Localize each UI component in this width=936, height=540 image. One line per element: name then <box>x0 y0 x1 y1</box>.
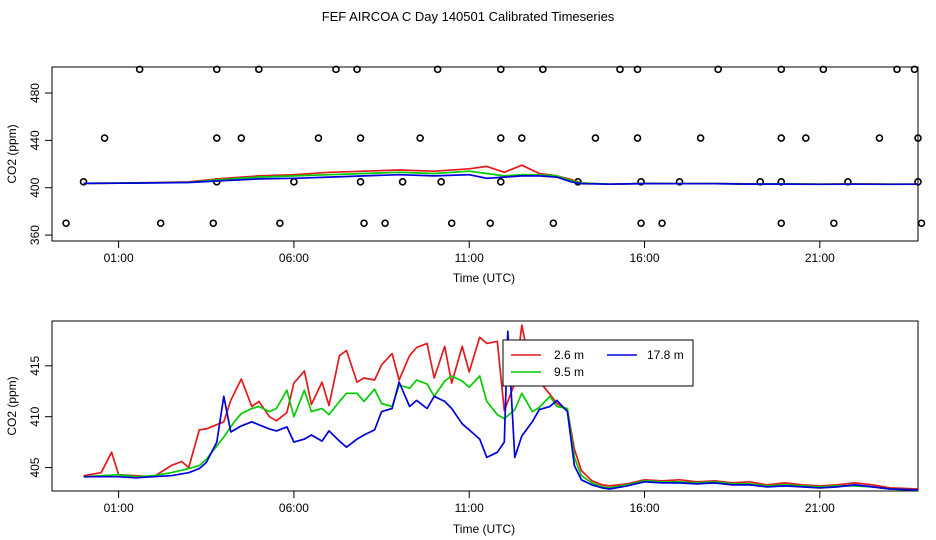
bottom-y-tick-label: 405 <box>28 457 42 477</box>
top-marker-point <box>696 134 705 142</box>
top-y-tick-label: 440 <box>28 130 42 150</box>
bottom-series-lines <box>83 324 919 491</box>
top-marker-point <box>917 219 926 228</box>
bottom-x-axis: 01:00 06:00 11:00 16:00 21:00 <box>104 490 835 515</box>
top-x-axis: 01:00 06:00 11:00 16:00 21:00 <box>104 240 835 265</box>
top-marker-point <box>777 219 786 228</box>
top-series-lines <box>83 164 919 186</box>
top-marker-point <box>416 134 424 142</box>
top-marker-point <box>777 134 786 142</box>
top-x-tick-label: 16:00 <box>630 251 660 265</box>
bottom-plot-frame <box>51 320 919 492</box>
top-y-tick-label: 400 <box>28 177 42 197</box>
top-marker-point <box>637 219 645 228</box>
top-plot-frame <box>51 66 919 242</box>
top-marker-point <box>518 134 526 142</box>
legend: 2.6 m 17.8 m 9.5 m <box>502 339 694 387</box>
bottom-x-tick-label: 16:00 <box>630 501 660 515</box>
bottom-y-label: CO2 (ppm) <box>5 376 19 435</box>
top-marker-point <box>398 178 407 186</box>
top-marker-point <box>353 65 361 74</box>
top-marker-point <box>914 134 922 142</box>
top-marker-point <box>616 65 624 74</box>
chart-title: FEF AIRCOA C Day 140501 Calibrated Times… <box>322 9 615 24</box>
top-marker-point <box>658 219 666 228</box>
top-marker-point <box>332 65 340 74</box>
top-marker-point <box>356 178 365 186</box>
bottom-y-tick-label: 415 <box>28 355 42 375</box>
top-x-label: Time (UTC) <box>453 271 515 285</box>
top-marker-point <box>381 219 389 228</box>
top-y-tick-label: 360 <box>28 225 42 245</box>
top-marker-point <box>79 178 88 186</box>
top-marker-point <box>62 219 70 228</box>
bottom-x-tick-label: 11:00 <box>455 501 484 515</box>
top-x-tick-label: 21:00 <box>805 251 835 265</box>
top-marker-point <box>290 178 298 186</box>
top-markers <box>62 65 926 228</box>
bottom-y-axis: 405 410 415 <box>28 355 53 478</box>
top-marker-point <box>830 219 838 228</box>
bottom-series-line-2-6m <box>83 324 919 490</box>
bottom-x-label: Time (UTC) <box>453 522 515 536</box>
top-marker-point <box>437 178 445 186</box>
top-marker-point <box>212 134 221 142</box>
top-marker-point <box>496 134 505 142</box>
bottom-x-tick-label: 01:00 <box>104 501 134 515</box>
top-x-tick-label: 06:00 <box>279 251 309 265</box>
top-marker-point <box>637 178 645 186</box>
top-y-tick-label: 480 <box>28 83 42 103</box>
top-marker-point <box>276 219 284 228</box>
top-marker-point <box>496 65 505 74</box>
top-panel: 01:00 06:00 11:00 16:00 21:00 360 400 440 480 T… <box>5 65 926 285</box>
legend-label-17-8m: 17.8 m <box>647 348 684 362</box>
bottom-x-tick-label: 06:00 <box>279 501 309 515</box>
top-marker-point <box>433 65 442 74</box>
top-y-label: CO2 (ppm) <box>5 124 19 183</box>
top-marker-point <box>212 65 221 74</box>
top-marker-point <box>135 65 144 74</box>
bottom-series-line-17-8m <box>83 330 919 491</box>
top-marker-point <box>360 219 368 228</box>
top-marker-point <box>314 134 323 142</box>
top-marker-point <box>496 178 505 186</box>
top-marker-point <box>356 134 365 142</box>
top-marker-point <box>255 65 263 74</box>
top-marker-point <box>633 134 642 142</box>
top-marker-point <box>486 219 495 228</box>
top-marker-point <box>910 65 919 74</box>
top-marker-point <box>591 134 600 142</box>
top-marker-point <box>549 219 558 228</box>
top-marker-point <box>819 65 828 74</box>
top-x-tick-label: 01:00 <box>104 251 134 265</box>
top-marker-point <box>539 65 547 74</box>
bottom-x-tick-label: 21:00 <box>805 501 835 515</box>
bottom-y-tick-label: 410 <box>28 406 42 426</box>
legend-box <box>502 339 694 387</box>
top-marker-point <box>100 134 109 142</box>
top-marker-point <box>893 65 901 74</box>
legend-label-9-5m: 9.5 m <box>554 365 584 379</box>
top-marker-point <box>875 134 884 142</box>
bottom-series-line-9-5m <box>83 375 919 491</box>
top-marker-point <box>209 219 218 228</box>
top-marker-point <box>675 178 684 186</box>
top-marker-point <box>447 219 456 228</box>
bottom-panel: 01:00 06:00 11:00 16:00 21:00 405 410 415 Time… <box>5 320 919 536</box>
top-x-tick-label: 11:00 <box>455 251 484 265</box>
top-marker-point <box>633 65 642 74</box>
top-series-line-17-8m <box>83 173 919 186</box>
top-marker-point <box>777 65 786 74</box>
legend-label-2-6m: 2.6 m <box>554 348 584 362</box>
top-marker-point <box>714 65 722 74</box>
top-marker-point <box>237 134 246 142</box>
top-y-axis: 360 400 440 480 <box>28 83 53 245</box>
top-marker-point <box>156 219 165 228</box>
top-marker-point <box>802 134 810 142</box>
